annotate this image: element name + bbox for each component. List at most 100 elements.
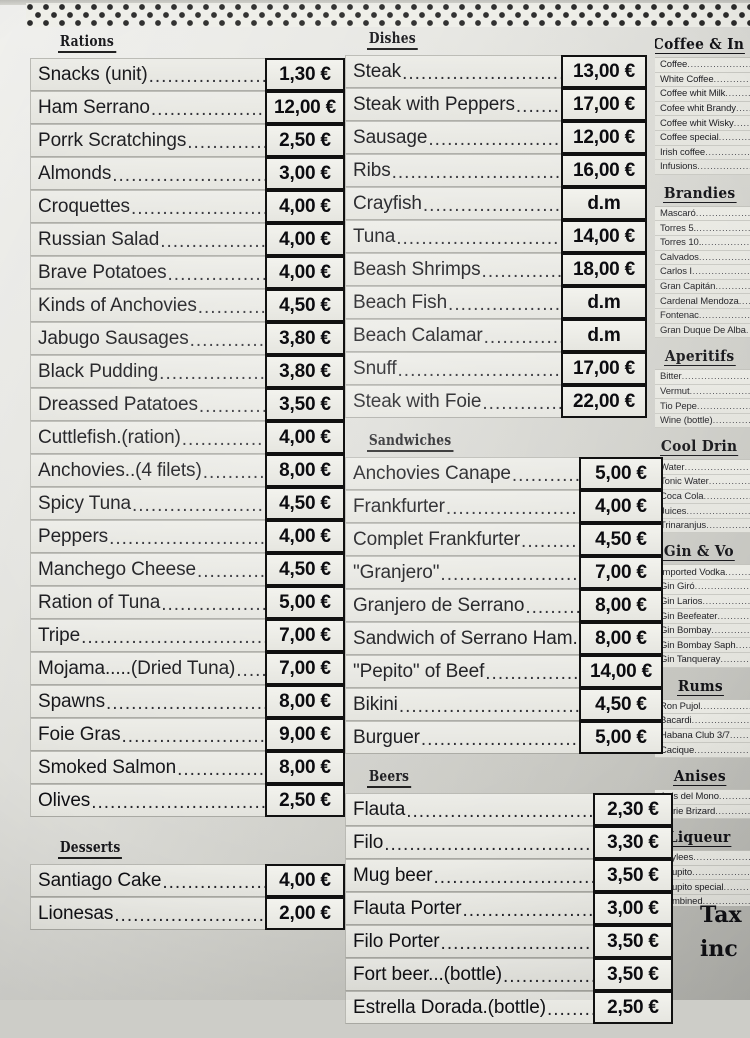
- drinks-item-name: Vermut: [660, 386, 690, 397]
- menu-item-price: 8,00 €: [279, 691, 331, 713]
- menu-row: Complet Frankfurter.....................…: [345, 523, 665, 556]
- drinks-row: Infusions...............................…: [655, 160, 750, 175]
- menu-row: Russian Salad...........................…: [30, 223, 350, 256]
- dot-leader: ........................................…: [697, 161, 750, 172]
- menu-item-name: Flauta: [353, 799, 405, 821]
- menu-row: Granjero de Serrano.....................…: [345, 589, 665, 622]
- dot-leader: ........................................…: [697, 401, 750, 412]
- menu-item-price: 4,50 €: [279, 493, 331, 515]
- drinks-row: Juices..................................…: [655, 504, 750, 519]
- menu-item-name: Brave Potatoes: [38, 262, 167, 284]
- section-header: Dishes: [345, 30, 665, 50]
- drinks-row: Gin Bombay..............................…: [655, 624, 750, 639]
- menu-item-price-box: 16,00 €: [561, 154, 647, 187]
- section-title-dishes: Dishes: [367, 30, 418, 50]
- dot-leader: ........................................…: [684, 462, 750, 473]
- menu-item-name: Spicy Tuna: [38, 493, 131, 515]
- dot-leader: ........................................…: [719, 791, 750, 802]
- menu-item-price-box: 4,00 €: [265, 223, 345, 256]
- menu-row: Bikini..................................…: [345, 688, 665, 721]
- dot-leader: ........................................…: [682, 371, 750, 382]
- tax-note-line-1: Tax: [700, 898, 750, 932]
- drinks-row: Water...................................…: [655, 460, 750, 475]
- menu-row: Black Pudding...........................…: [30, 355, 350, 388]
- section-title-sandwiches: Sandwiches: [367, 432, 453, 452]
- dot-leader: ........................................…: [463, 898, 598, 924]
- drinks-item-name: Wine (bottle): [660, 415, 713, 426]
- dot-leader: ........................................…: [687, 59, 750, 70]
- menu-item-price-box: 4,00 €: [265, 864, 345, 897]
- menu-item-name-box: Beach Fish..............................…: [345, 286, 567, 319]
- menu-row: Steak...................................…: [345, 55, 665, 88]
- menu-item-name: "Pepito" of Beef: [353, 661, 484, 683]
- dot-leader: ........................................…: [392, 160, 564, 186]
- menu-item-name: Peppers: [38, 526, 108, 548]
- menu-item-price-box: 17,00 €: [561, 352, 647, 385]
- menu-item-price-box: 1,30 €: [265, 58, 345, 91]
- menu-item-price: 4,00 €: [279, 526, 331, 548]
- drinks-row: Torres 5................................…: [655, 221, 750, 236]
- menu-item-name: Fort beer...(bottle): [353, 964, 502, 986]
- drinks-item-name: White Coffee: [660, 74, 714, 85]
- menu-item-name-box: Steak with Peppers......................…: [345, 88, 567, 121]
- drinks-row: Gin Tanqueray...........................…: [655, 653, 750, 668]
- menu-item-price-box: 3,80 €: [265, 355, 345, 388]
- dot-leader: ........................................…: [112, 163, 267, 189]
- dot-leader: ........................................…: [448, 292, 564, 318]
- drinks-item-name: Tonic Water: [660, 476, 709, 487]
- drinks-item-name: Bitter: [660, 371, 682, 382]
- dot-leader: ........................................…: [717, 611, 750, 622]
- dot-leader: ........................................…: [700, 701, 750, 712]
- menu-item-name: Beach Fish: [353, 292, 447, 314]
- dot-leader: ........................................…: [516, 94, 564, 120]
- menu-row: Beash Shrimps...........................…: [345, 253, 665, 286]
- drinks-row: Gin Larios..............................…: [655, 595, 750, 610]
- dot-leader: ........................................…: [161, 592, 267, 618]
- menu-row: Spicy Tuna..............................…: [30, 487, 350, 520]
- dot-leader: ........................................…: [719, 132, 750, 143]
- menu-item-price-box: 4,50 €: [265, 289, 345, 322]
- menu-item-price: 3,50 €: [607, 964, 659, 986]
- drinks-item-name: Mascaró: [660, 208, 696, 219]
- dot-leader: ........................................…: [428, 127, 564, 153]
- menu-item-price: 8,00 €: [279, 757, 331, 779]
- dot-leader: ........................................…: [182, 427, 267, 453]
- menu-item-name-box: Brave Potatoes..........................…: [30, 256, 270, 289]
- dot-leader: ........................................…: [132, 493, 267, 519]
- menu-item-price-box: d.m: [561, 286, 647, 319]
- menu-item-price: 4,00 €: [279, 229, 331, 251]
- drinks-row: Trinaranjus.............................…: [655, 519, 750, 534]
- menu-item-name-box: Anchovies..(4 filets)...................…: [30, 454, 270, 487]
- menu-item-name-box: Croquettes..............................…: [30, 190, 270, 223]
- menu-item-name-box: Steak with Foie.........................…: [345, 385, 567, 418]
- menu-item-price: 7,00 €: [595, 562, 647, 584]
- dot-leader: ........................................…: [81, 625, 267, 651]
- checkered-diamond-border-icon: [26, 3, 750, 27]
- dot-leader: ........................................…: [696, 223, 750, 234]
- drinks-item-name: Gran Capitán: [660, 281, 715, 292]
- menu-item-name-box: Olives..................................…: [30, 784, 270, 817]
- menu-row: Filo....................................…: [345, 826, 665, 859]
- menu-row: Sausage.................................…: [345, 121, 665, 154]
- menu-item-price: 17,00 €: [573, 358, 635, 380]
- menu-item-name: Foie Gras: [38, 724, 121, 746]
- menu-item-name: Flauta Porter: [353, 898, 462, 920]
- menu-item-price: 3,80 €: [279, 361, 331, 383]
- menu-item-name: Ham Serrano: [38, 97, 150, 119]
- dot-leader: ........................................…: [725, 88, 750, 99]
- menu-item-name-box: Manchego Cheese.........................…: [30, 553, 270, 586]
- drinks-item-name: Torres 5.: [660, 223, 696, 234]
- menu-item-name: Olives: [38, 790, 90, 812]
- dot-leader: ........................................…: [693, 852, 750, 863]
- menu-item-price: 14,00 €: [590, 661, 652, 683]
- dot-leader: ........................................…: [739, 296, 750, 307]
- drinks-item-name: Juices: [660, 506, 686, 517]
- menu-row: Filo Porter.............................…: [345, 925, 665, 958]
- menu-item-name-box: Cuttlefish.(ration).....................…: [30, 421, 270, 454]
- menu-item-price: 4,50 €: [595, 529, 647, 551]
- menu-item-price: 4,00 €: [279, 262, 331, 284]
- menu-item-name-box: Flauta..................................…: [345, 793, 601, 826]
- menu-item-name-box: Mug beer................................…: [345, 859, 601, 892]
